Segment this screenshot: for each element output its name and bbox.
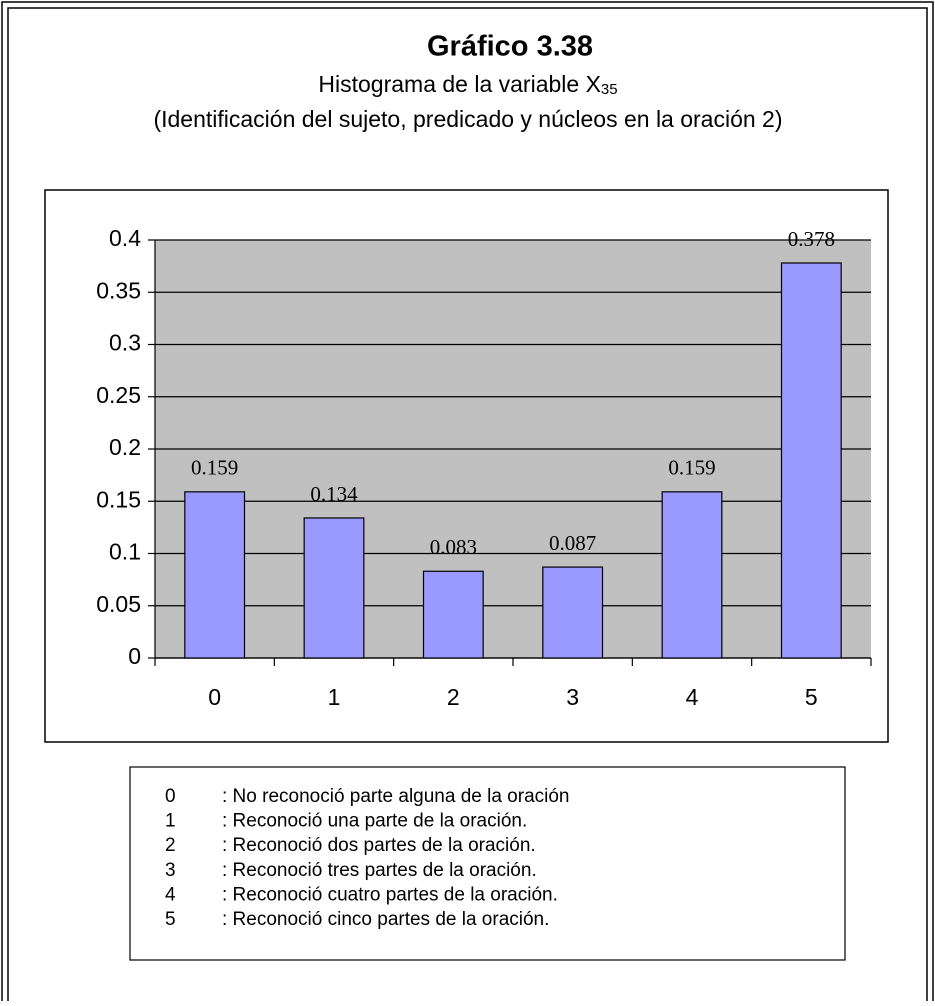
x-tick-label: 4 [686, 684, 699, 710]
legend-text: : Reconoció tres partes de la oración. [222, 860, 537, 881]
legend-code: 1 [165, 811, 176, 832]
data-label: 0.087 [549, 531, 596, 555]
legend-code: 4 [165, 884, 176, 905]
bar [422, 570, 484, 659]
legend-text: : No reconoció parte alguna de la oració… [222, 786, 570, 807]
data-label: 0.134 [310, 482, 358, 506]
subtitle-main: Histograma de la variable X [318, 71, 601, 97]
data-label: 0.378 [788, 227, 835, 251]
bar [542, 566, 604, 659]
legend-text: : Reconoció dos partes de la oración. [222, 835, 536, 856]
x-tick-label: 0 [208, 684, 221, 710]
legend-box [129, 766, 846, 961]
data-label: 0.083 [430, 535, 477, 559]
title: Gráfico 3.38 [427, 31, 593, 63]
bar [661, 491, 723, 659]
legend-code: 2 [165, 835, 176, 856]
legend-code: 5 [165, 909, 176, 930]
y-tick-label: 0.35 [96, 277, 141, 303]
legend-code: 0 [165, 786, 176, 807]
legend: 0 : No reconoció parte alguna de la oraci… [165, 786, 570, 930]
data-label: 0.159 [191, 456, 238, 480]
legend-text: : Reconoció una parte de la oración. [222, 811, 527, 832]
bar [303, 517, 365, 659]
y-tick-label: 0.1 [109, 539, 141, 565]
legend-code: 3 [165, 860, 176, 881]
y-tick-label: 0.3 [109, 330, 141, 356]
legend-text: : Reconoció cuatro partes de la oración. [222, 884, 558, 905]
legend-text: : Reconoció cinco partes de la oración. [222, 909, 549, 930]
description: (Identificación del sujeto, predicado y … [153, 106, 782, 132]
subtitle-subscript: 35 [601, 81, 618, 98]
bar [184, 491, 246, 659]
y-tick-label: 0.15 [96, 486, 141, 512]
y-tick-label: 0.4 [109, 225, 141, 251]
subtitle: Histograma de la variable X35 [318, 71, 617, 98]
y-tick-label: 0 [128, 643, 141, 669]
x-tick-label: 2 [447, 684, 460, 710]
x-tick-label: 1 [328, 684, 341, 710]
x-tick-label: 5 [805, 684, 818, 710]
y-tick-label: 0.2 [109, 434, 141, 460]
y-tick-label: 0.25 [96, 382, 141, 408]
border-inner [7, 7, 928, 1001]
data-label: 0.159 [668, 456, 715, 480]
bar [780, 262, 842, 659]
y-tick-label: 0.05 [96, 591, 141, 617]
chart: 0 0.05 0.1 0.15 0.2 0.25 0.3 0.35 0.4 0 0.159 1 0.13… [96, 225, 872, 710]
x-tick-label: 3 [566, 684, 579, 710]
